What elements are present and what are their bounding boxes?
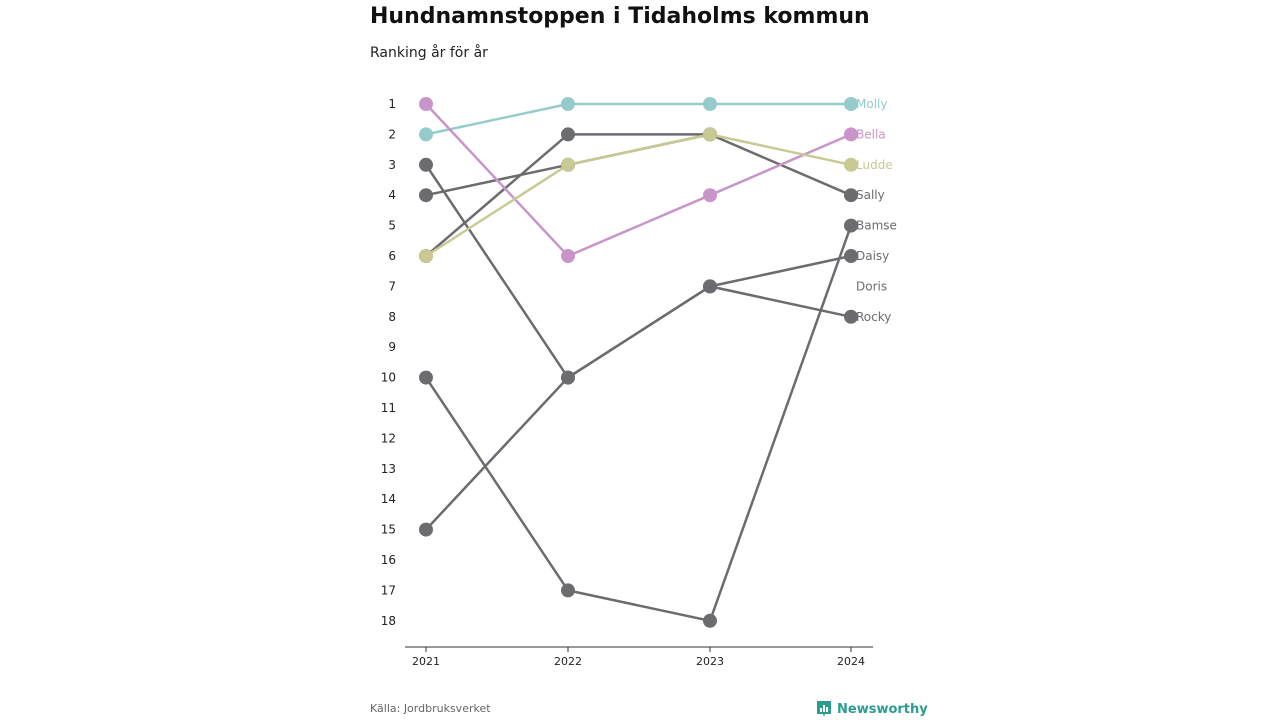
series-end-label: Rocky: [856, 310, 891, 324]
data-point: [419, 522, 433, 537]
series-end-label: Doris: [856, 279, 887, 293]
series-end-label: Bella: [856, 127, 886, 141]
data-point: [419, 188, 433, 203]
y-tick-label: 5: [388, 219, 396, 233]
series-end-label: Ludde: [856, 158, 893, 172]
y-tick-label: 17: [381, 583, 396, 597]
x-tick-label: 2024: [837, 655, 865, 668]
series-end-label: Bamse: [856, 219, 897, 233]
data-point: [561, 370, 575, 385]
series-line: [425, 254, 852, 531]
series-line: [425, 102, 851, 136]
y-tick-label: 9: [388, 340, 396, 354]
data-point: [561, 97, 575, 111]
series-line: [424, 164, 852, 379]
series-labels: Molly Bella Ludde Sally Bamse Daisy Doris Rocky: [856, 97, 897, 324]
x-axis: 2021 2022 2023 2024: [405, 646, 873, 668]
series-end-label: Sally: [856, 188, 885, 202]
data-point: [419, 97, 433, 111]
series-points: [419, 97, 858, 628]
y-tick-label: 2: [388, 127, 396, 141]
brand-logo: Newsworthy: [816, 700, 928, 718]
data-point: [419, 127, 433, 142]
data-point: [844, 309, 858, 324]
y-tick-label: 13: [381, 462, 396, 476]
series-line: [425, 133, 852, 197]
y-tick-label: 3: [388, 158, 396, 172]
data-point: [419, 249, 433, 263]
y-tick-label: 14: [381, 492, 396, 506]
x-tick-label: 2022: [554, 655, 582, 668]
data-point: [703, 188, 717, 203]
data-point: [561, 127, 575, 142]
data-point: [419, 157, 433, 172]
series-line: [424, 225, 853, 623]
y-tick-label: 11: [381, 401, 396, 415]
x-tick-label: 2021: [412, 655, 440, 668]
y-tick-label: 10: [381, 371, 396, 385]
y-tick-label: 6: [388, 249, 396, 263]
data-point: [844, 127, 858, 142]
series-line: [425, 103, 852, 258]
y-tick-label: 8: [388, 310, 396, 324]
y-tick-label: 12: [381, 431, 396, 445]
data-point: [703, 97, 717, 111]
chart-title: Hundnamnstoppen i Tidaholms kommun: [370, 4, 870, 29]
series-end-label: Daisy: [856, 249, 889, 263]
data-point: [844, 97, 858, 111]
series-line: [425, 133, 852, 258]
data-point: [844, 249, 858, 263]
brand-name: Newsworthy: [837, 701, 928, 717]
y-tick-label: 4: [388, 188, 396, 202]
data-point: [844, 218, 858, 233]
data-point: [561, 157, 575, 172]
data-point: [703, 127, 717, 142]
data-point: [703, 279, 717, 294]
series-end-label: Molly: [856, 97, 887, 111]
data-point: [703, 613, 717, 628]
y-tick-label: 15: [381, 523, 396, 537]
series-lines: [424, 102, 853, 623]
x-tick-label: 2023: [696, 655, 724, 668]
bar-chart-icon: [817, 701, 831, 717]
data-point: [561, 583, 575, 598]
data-point: [844, 157, 858, 172]
y-tick-label: 1: [388, 97, 396, 111]
data-point: [419, 370, 433, 385]
data-point: [561, 249, 575, 263]
y-tick-label: 18: [381, 614, 396, 628]
series-line: [425, 133, 710, 257]
chart-subtitle: Ranking år för år: [370, 45, 488, 61]
y-tick-label: 16: [381, 553, 396, 567]
y-tick-label: 7: [388, 279, 396, 293]
source-note: Källa: Jordbruksverket: [370, 702, 491, 715]
data-point: [844, 188, 858, 203]
